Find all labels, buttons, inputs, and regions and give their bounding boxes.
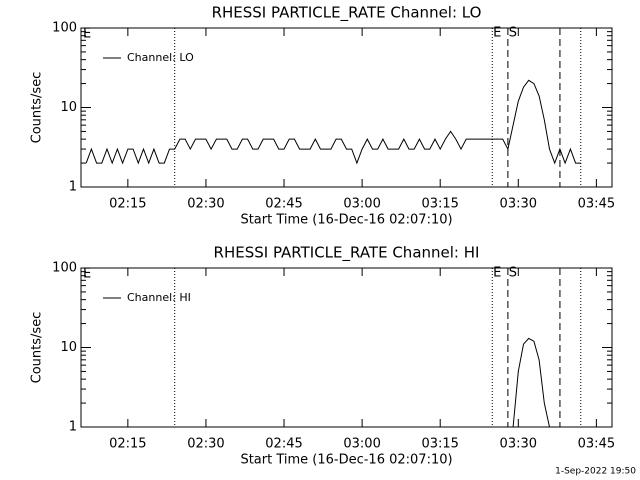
y-tick-label: 100 [52,261,77,276]
chart-title: RHESSI PARTICLE_RATE Channel: HI [214,244,480,263]
legend-label: Channel: LO [127,51,194,64]
x-tick-label: 02:15 [109,437,146,452]
y-tick-label: 100 [52,21,77,36]
marker-label: S [509,26,517,41]
y-tick-label: 10 [60,100,77,115]
corner-label: E [83,267,91,282]
x-tick-label: 03:30 [500,437,537,452]
marker-label: E [493,266,501,281]
x-tick-label: 03:00 [343,197,380,212]
x-tick-label: 02:45 [265,197,302,212]
x-axis-label: Start Time (16-Dec-16 02:07:10) [240,213,452,228]
marker-label: S [509,266,517,281]
y-tick-label: 10 [60,340,77,355]
x-tick-label: 03:45 [578,437,615,452]
x-tick-label: 03:30 [500,197,537,212]
x-tick-label: 02:15 [109,197,146,212]
x-tick-label: 03:15 [421,197,458,212]
corner-label: E [83,27,91,42]
series-line [512,337,550,428]
footer: 1-Sep-2022 19:50 [555,467,636,477]
y-axis-label: Counts/sec [30,72,45,144]
y-tick-label: 1 [69,180,77,195]
y-tick-label: 1 [69,420,77,435]
x-tick-label: 03:00 [343,437,380,452]
series-line [85,79,581,165]
x-tick-label: 03:45 [578,197,615,212]
y-axis-label: Counts/sec [30,312,45,384]
chart-title: RHESSI PARTICLE_RATE Channel: LO [212,4,482,23]
x-tick-label: 03:15 [421,437,458,452]
x-axis-label: Start Time (16-Dec-16 02:07:10) [240,453,452,468]
x-tick-label: 02:45 [265,437,302,452]
marker-label: E [493,26,501,41]
x-tick-label: 02:30 [187,437,224,452]
legend-label: Channel: HI [127,291,191,304]
x-tick-label: 02:30 [187,197,224,212]
